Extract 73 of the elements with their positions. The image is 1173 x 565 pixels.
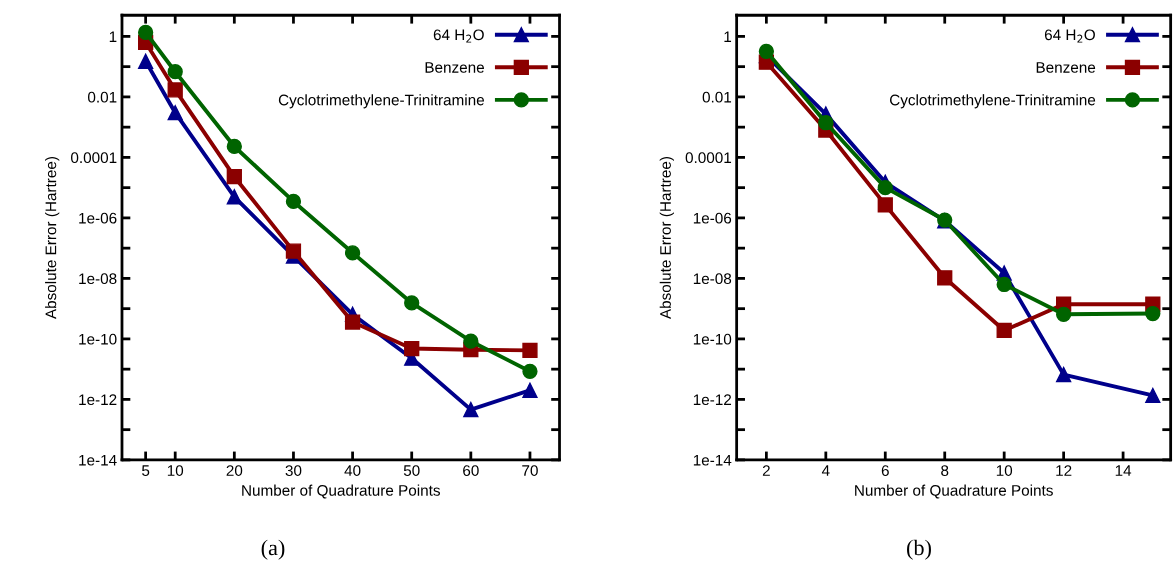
x-tick-label: 60 [463,465,479,476]
legend-label: Cyclotrimethylene-Trinitramine [278,94,484,109]
point [226,138,242,155]
x-tick-label: 50 [403,465,420,476]
x-tick-label: 20 [226,465,243,476]
point [996,276,1012,293]
y-tick-label: 1e-08 [79,273,117,285]
y-tick-label: 1e-08 [693,273,732,285]
text: (a) [261,539,285,560]
x-tick-label: 14 [1115,465,1132,476]
x-tick-label: 4 [821,465,830,476]
point [522,342,538,358]
y-tick-label: 0.01 [88,91,117,103]
y-tick-label: 0.0001 [71,152,117,164]
y-tick-label: 1e-10 [693,333,732,345]
point [877,180,893,196]
point [167,105,183,121]
point [937,270,953,286]
y-axis-title: Absolute Error (Hartree) [659,157,674,320]
y-tick-label: 0.01 [702,91,732,103]
point [758,43,775,60]
point [522,382,538,398]
x-tick-label: 10 [996,465,1013,476]
y-tick-label: 1e-12 [693,394,732,406]
y-tick-label: 1e-14 [693,454,732,466]
point [463,401,479,418]
x-tick-label: 70 [522,465,538,476]
y-tick-label: 1 [109,31,117,42]
y-tick-label: 1e-12 [79,394,117,406]
x-tick-label: 10 [167,465,184,476]
x-tick-label: 12 [1056,465,1072,476]
text: (b) [907,539,931,560]
legend-label: Cyclotrimethylene-Trinitramine [890,94,1096,109]
point [1145,305,1161,322]
legend-label: 64 H$_{2}$O [433,29,484,43]
point [344,314,361,330]
point [167,64,183,80]
y-tick-label: 1e-10 [79,333,117,345]
y-tick-label: 1e-14 [79,454,117,466]
legend-label: 64 H$_{2}$O [1044,29,1095,43]
x-tick-label: 40 [344,465,361,476]
x-axis-title: Number of Quadrature Points [242,484,440,499]
point [138,53,154,69]
y-tick-label: 1 [724,31,732,42]
legend-label: Benzene [425,62,484,73]
point [167,82,183,98]
point [404,295,420,311]
point [818,115,834,131]
point [522,363,538,379]
y-tick-label: 0.0001 [685,152,732,164]
point [285,243,302,259]
y-tick-label: 1e-06 [79,212,117,224]
x-tick-label: 6 [881,465,889,476]
point [1055,366,1072,383]
point [1145,387,1161,404]
point [877,197,893,213]
x-tick-label: 30 [285,465,302,476]
point [226,169,242,185]
x-tick-label: 8 [941,465,949,476]
point [463,333,479,349]
point [285,193,302,210]
point [138,24,154,41]
point [226,189,242,205]
point [344,245,361,261]
x-axis-title: Number of Quadrature Points [855,484,1053,499]
x-tick-label: 2 [762,465,770,476]
point [1055,306,1072,322]
point [404,340,420,357]
legend-label: Benzene [1036,62,1096,73]
y-axis-title: Absolute Error (Hartree) [45,157,60,320]
y-tick-label: 1e-06 [693,212,732,224]
point [996,322,1012,339]
x-tick-label: 5 [142,465,150,476]
